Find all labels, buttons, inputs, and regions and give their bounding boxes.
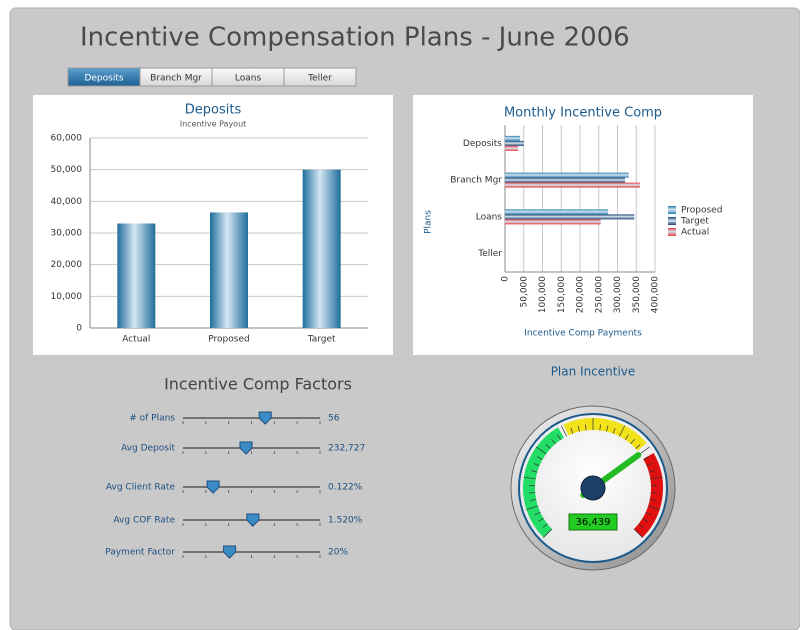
- bar: [303, 170, 341, 328]
- slider-label: Payment Factor: [105, 548, 175, 558]
- tab-label[interactable]: Loans: [235, 74, 262, 84]
- x-tick-label: 100,000: [538, 276, 548, 313]
- chart-title: Deposits: [185, 103, 242, 118]
- bar: [505, 209, 608, 214]
- slider-label: Avg COF Rate: [113, 516, 175, 526]
- tab-label[interactable]: Deposits: [84, 74, 123, 84]
- bar: [117, 224, 155, 329]
- legend-label: Target: [680, 217, 709, 227]
- y-tick-label: Branch Mgr: [450, 176, 502, 186]
- bar: [505, 146, 518, 151]
- legend-swatch: [668, 217, 676, 225]
- y-tick-label: Deposits: [463, 139, 502, 149]
- chart-title: Monthly Incentive Comp: [504, 106, 662, 121]
- bar: [505, 141, 524, 146]
- x-tick-label: 300,000: [613, 276, 623, 313]
- slider-value: 232,727: [328, 444, 365, 454]
- y-tick-label: 30,000: [51, 229, 83, 239]
- gauge-title: Plan Incentive: [551, 365, 636, 379]
- x-tick-label: Proposed: [208, 335, 249, 345]
- slider-value: 1.520%: [328, 516, 363, 526]
- x-tick-label: 50,000: [519, 276, 529, 308]
- y-tick-label: Teller: [477, 249, 502, 259]
- y-tick-label: 60,000: [51, 134, 83, 144]
- x-tick-label: Target: [307, 335, 336, 345]
- tab-bar: Deposits Branch Mgr Loans Teller: [68, 68, 356, 86]
- bar: [505, 173, 629, 178]
- y-tick-label: 20,000: [51, 260, 83, 270]
- y-tick-label: 0: [76, 324, 82, 334]
- factors-title: Incentive Comp Factors: [164, 375, 352, 394]
- bar: [505, 136, 520, 141]
- legend-label: Actual: [681, 228, 709, 238]
- bar: [505, 214, 634, 219]
- page-title: Incentive Compensation Plans - June 2006: [80, 23, 630, 53]
- slider-label: # of Plans: [129, 414, 175, 424]
- bar: [505, 183, 640, 188]
- tab-label[interactable]: Teller: [307, 74, 332, 84]
- x-axis-title: Incentive Comp Payments: [524, 329, 642, 339]
- y-tick-label: 50,000: [51, 165, 83, 175]
- x-tick-label: Actual: [122, 335, 150, 345]
- y-axis-title: Plans: [424, 210, 434, 234]
- y-tick-label: 40,000: [51, 197, 83, 207]
- y-tick-label: Loans: [476, 212, 503, 222]
- legend-label: Proposed: [681, 206, 722, 216]
- x-tick-label: 150,000: [557, 276, 567, 313]
- x-tick-label: 0: [501, 276, 511, 282]
- slider-value: 56: [328, 414, 340, 424]
- bar: [505, 219, 601, 224]
- slider-label: Avg Client Rate: [106, 483, 176, 493]
- x-tick-label: 350,000: [632, 276, 642, 313]
- slider-label: Avg Deposit: [121, 444, 175, 454]
- x-tick-label: 250,000: [594, 276, 604, 313]
- gauge-readout: 36,439: [576, 517, 611, 528]
- gauge-hub: [581, 476, 605, 500]
- x-tick-label: 400,000: [651, 276, 661, 313]
- y-tick-label: 10,000: [51, 292, 83, 302]
- slider-value: 0.122%: [328, 483, 363, 493]
- dashboard: Incentive Compensation Plans - June 2006…: [0, 0, 800, 630]
- tab-label[interactable]: Branch Mgr: [150, 74, 202, 84]
- x-tick-label: 200,000: [576, 276, 586, 313]
- slider-value: 20%: [328, 548, 348, 558]
- chart-subtitle: Incentive Payout: [180, 120, 247, 129]
- legend-swatch: [668, 206, 676, 214]
- legend-swatch: [668, 228, 676, 236]
- bar: [505, 178, 625, 183]
- bar: [210, 212, 248, 328]
